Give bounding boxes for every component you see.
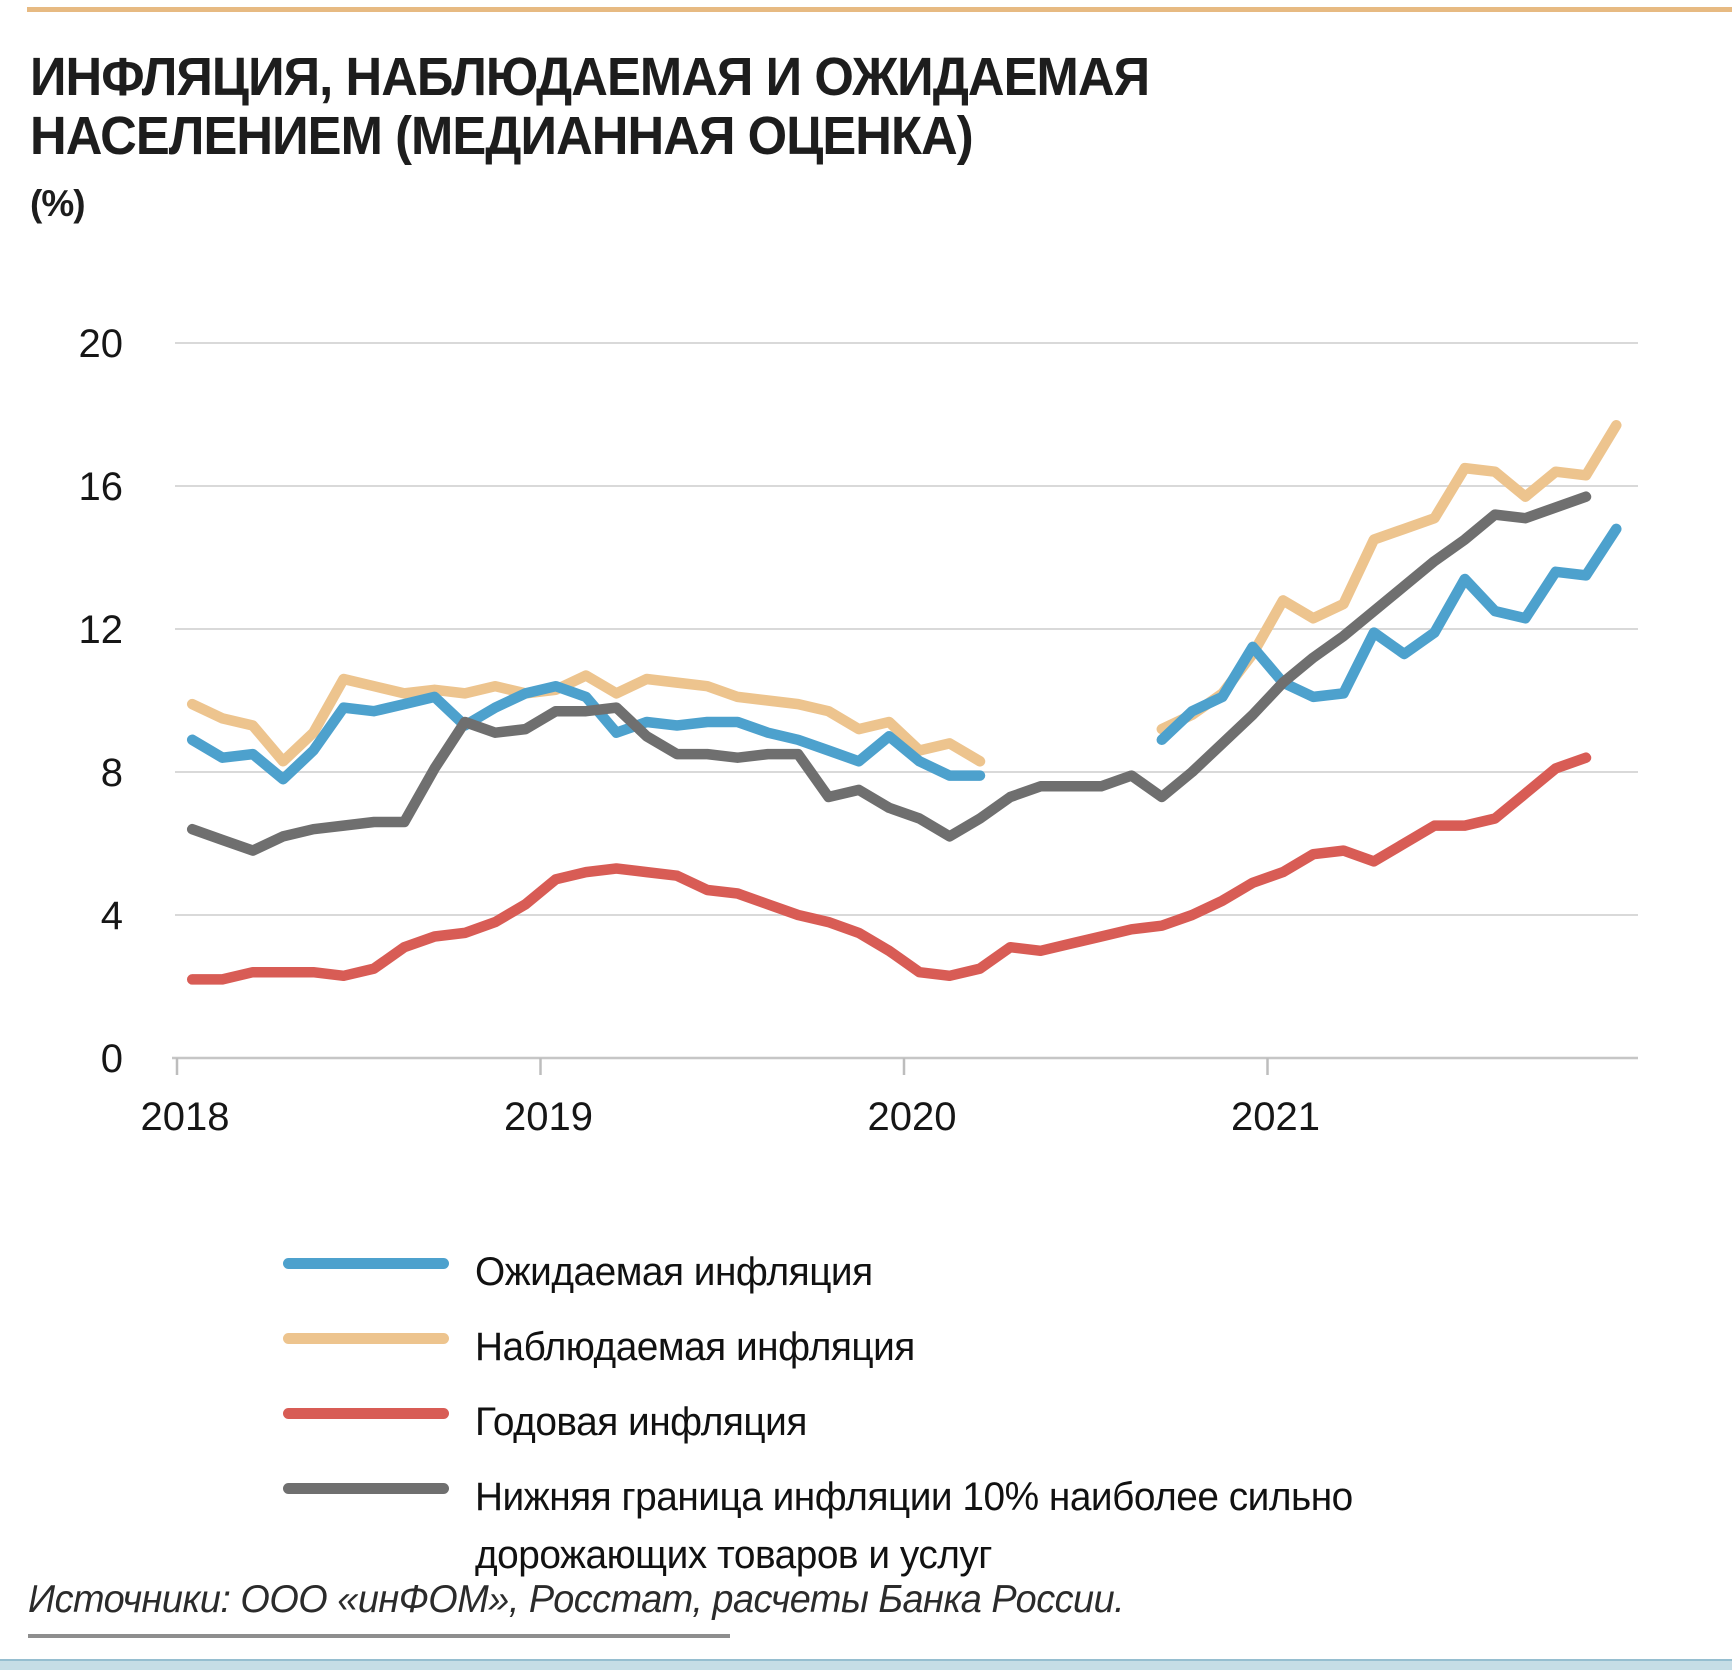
source-divider — [28, 1634, 730, 1638]
x-tick-label-2019: 2019 — [504, 1095, 593, 1139]
legend-label: Нижняя граница инфляции 10% наиболее сил… — [475, 1475, 1353, 1577]
legend-swatch-annual — [283, 1408, 449, 1419]
legend-label: Наблюдаемая инфляция — [475, 1325, 915, 1369]
x-tick-label-2020: 2020 — [868, 1095, 957, 1139]
accent-top-rule — [27, 7, 1732, 12]
line-annual-inflation — [186, 752, 1592, 985]
y-tick-label-8: 8 — [101, 751, 123, 795]
legend-swatch-observed — [283, 1333, 449, 1344]
x-tick-label-2021: 2021 — [1231, 1095, 1320, 1139]
line-expected-inflation — [186, 523, 1622, 785]
line-lower-bound-10pct — [186, 491, 1592, 856]
y-tick-label-20: 20 — [79, 322, 124, 366]
x-tick-label-2018: 2018 — [141, 1095, 230, 1139]
y-tick-label-4: 4 — [101, 894, 123, 938]
chart-legend: Ожидаемая инфляция Наблюдаемая инфляция … — [283, 1243, 1380, 1601]
y-tick-label-16: 16 — [79, 465, 124, 509]
legend-label: Годовая инфляция — [475, 1400, 807, 1444]
legend-label: Ожидаемая инфляция — [475, 1250, 873, 1294]
legend-item-observed-inflation: Наблюдаемая инфляция — [283, 1318, 1380, 1376]
y-tick-label-0: 0 — [101, 1037, 123, 1081]
y-tick-label-12: 12 — [79, 608, 124, 652]
legend-item-expected-inflation: Ожидаемая инфляция — [283, 1243, 1380, 1301]
bottom-accent-band — [0, 1659, 1732, 1670]
chart-title: ИНФЛЯЦИЯ, НАБЛЮДАЕМАЯ И ОЖИДАЕМАЯ НАСЕЛЕ… — [30, 47, 1150, 166]
legend-item-annual-inflation: Годовая инфляция — [283, 1393, 1380, 1451]
source-note: Источники: ООО «инФОМ», Росстат, расчеты… — [28, 1578, 1125, 1621]
legend-swatch-expected — [283, 1258, 449, 1269]
legend-swatch-lower-bound — [283, 1483, 449, 1494]
unit-label: (%) — [30, 183, 86, 224]
legend-item-lower-bound-10pct: Нижняя граница инфляции 10% наиболее сил… — [283, 1468, 1380, 1584]
